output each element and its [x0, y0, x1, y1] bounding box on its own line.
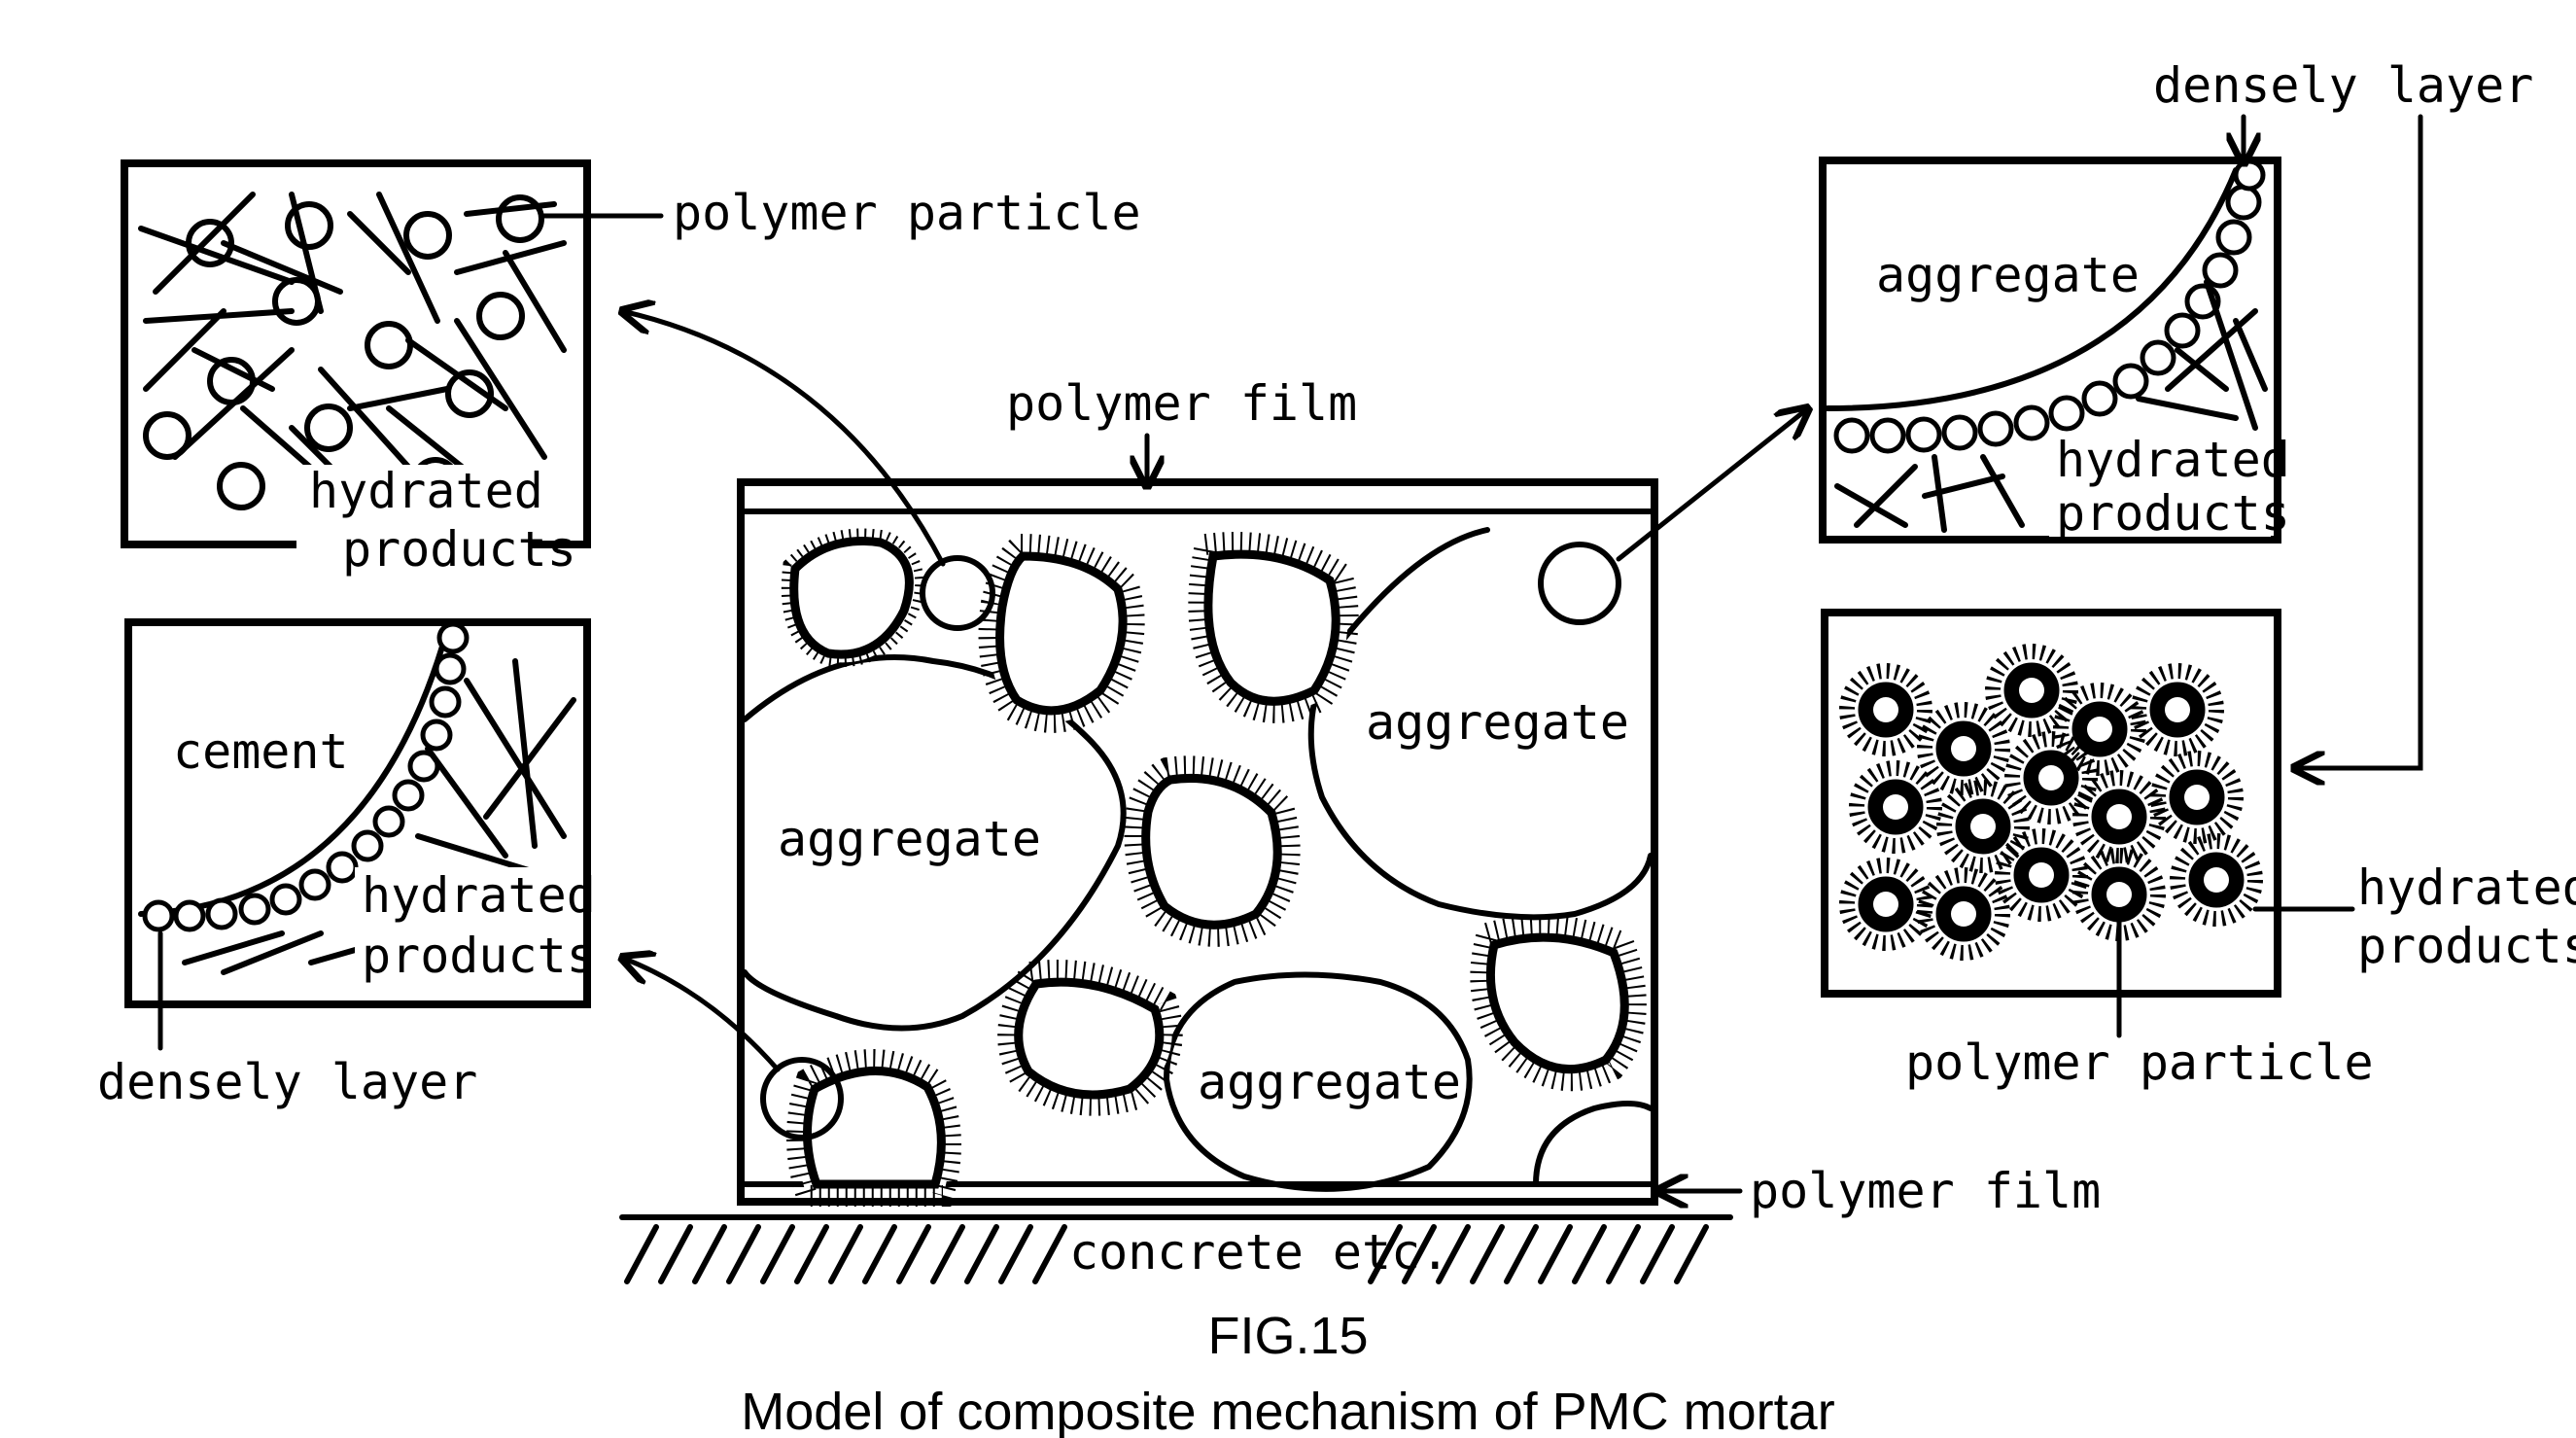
concrete-substrate: concrete etc. [619, 1214, 1733, 1284]
label-hydrated-products-mid: hydrated [362, 867, 596, 924]
label-cement: cement [173, 723, 349, 780]
inset-bottom-right [1821, 609, 2281, 998]
inset-top-left: hydrated products polymer particle [121, 159, 1141, 578]
polymer-particles [1873, 678, 2229, 927]
label-hydrated-products-top: hydrated [309, 463, 543, 519]
polymer-particle-magnified-right [1538, 542, 1621, 625]
label-aggregate-inset: aggregate [1876, 247, 2140, 303]
aggregate-bottom [1164, 971, 1473, 1192]
arrow-to-inset-top-left [622, 311, 946, 567]
label-polymer-film-bottom: polymer film [1750, 1163, 2101, 1219]
aggregate-left [742, 654, 1127, 1032]
polymer-particle-magnified-top [920, 555, 995, 631]
label-hydrated-products-far-2: products [2357, 918, 2576, 974]
label-aggregate-bottom: aggregate [1198, 1054, 1461, 1110]
label-hydrated-products-mid-2: products [362, 928, 596, 984]
inset-mid-left: cement hydrated products densely layer [97, 618, 596, 1110]
label-polymer-film-top: polymer film [1006, 375, 1357, 432]
label-hydrated-products-far: hydrated [2357, 859, 2576, 916]
label-hydrated-products-right: hydrated [2056, 432, 2290, 488]
arrow-to-inset-bottom-right [2294, 114, 2423, 768]
hydrate-fibers [138, 192, 567, 489]
figure-title: Model of composite mechanism of PMC mort… [741, 1383, 1834, 1438]
densely-layer-particles [1833, 158, 2266, 454]
cement-grains [781, 528, 1647, 1207]
figure-number: FIG.15 [1207, 1307, 1368, 1365]
arrow-to-inset-mid-left [622, 958, 781, 1072]
label-polymer-particle-bottom: polymer particle [1905, 1035, 2374, 1091]
aggregate-corner [1533, 1101, 1654, 1187]
inset-top-right: aggregate hydrated products [1819, 157, 2290, 544]
label-hydrated-products-top-2: products [342, 521, 576, 578]
label-hydrated-products-right-2: products [2056, 485, 2290, 542]
label-densely-layer-right: densely layer [2153, 57, 2533, 114]
arrow-to-inset-top-right [1616, 408, 1808, 562]
label-aggregate-left: aggregate [778, 811, 1041, 867]
label-concrete: concrete etc. [1069, 1224, 1449, 1280]
polymer-particle-magnified-bottom [760, 1057, 844, 1140]
label-densely-layer-left: densely layer [97, 1054, 477, 1110]
label-aggregate-right: aggregate [1366, 694, 1629, 751]
aggregate-right [1307, 527, 1654, 921]
label-polymer-particle-top: polymer particle [673, 185, 1141, 241]
densely-layer-particles [142, 621, 470, 932]
mortar-panel: aggregate aggregate aggregate [737, 478, 1658, 1207]
